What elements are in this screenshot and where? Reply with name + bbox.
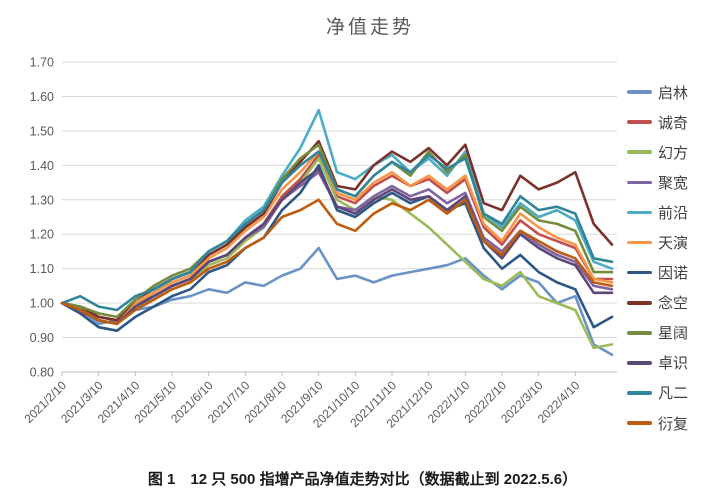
chart-legend: 启林诚奇幻方聚宽前沿天演因诺念空星阔卓识凡二衍复: [627, 77, 722, 438]
legend-label: 卓识: [658, 355, 689, 373]
legend-label: 念空: [658, 295, 689, 313]
legend-item-诚奇: 诚奇: [627, 107, 722, 137]
legend-color-swatch: [627, 421, 652, 425]
series-line-前沿: [60, 108, 614, 322]
legend-color-swatch: [627, 150, 652, 155]
legend-item-因诺: 因诺: [627, 258, 722, 288]
legend-item-凡二: 凡二: [627, 378, 722, 408]
legend-color-swatch: [627, 300, 652, 305]
legend-color-swatch: [627, 270, 652, 275]
y-axis-tick-label: 1.30: [30, 193, 54, 207]
legend-label: 因诺: [658, 265, 689, 283]
y-axis-tick-label: 1.20: [30, 228, 54, 242]
legend-color-swatch: [627, 361, 652, 365]
figure-caption: 图 1 12 只 500 指增产品净值走势对比（数据截止到 2022.5.6）: [147, 471, 578, 488]
legend-label: 启林: [658, 84, 689, 102]
y-axis-tick-label: 1.60: [30, 90, 54, 104]
legend-item-幻方: 幻方: [627, 137, 722, 167]
y-axis-tick-label: 0.90: [30, 331, 54, 345]
legend-item-星阔: 星阔: [627, 318, 722, 348]
y-axis-tick-label: 1.40: [30, 159, 54, 173]
legend-item-启林: 启林: [627, 77, 722, 107]
legend-color-swatch: [627, 90, 652, 94]
legend-label: 天演: [658, 235, 689, 253]
legend-color-swatch: [627, 210, 652, 215]
legend-color-swatch: [627, 331, 652, 335]
legend-item-聚宽: 聚宽: [627, 167, 722, 197]
legend-label: 聚宽: [658, 174, 689, 192]
legend-item-卓识: 卓识: [627, 348, 722, 378]
legend-color-swatch: [627, 180, 652, 185]
legend-label: 星阔: [658, 325, 689, 343]
series-line-卓识: [60, 167, 614, 326]
legend-item-天演: 天演: [627, 227, 722, 257]
legend-item-念空: 念空: [627, 288, 722, 318]
series-line-凡二: [60, 150, 614, 312]
legend-item-衍复: 衍复: [627, 408, 722, 438]
legend-color-swatch: [627, 240, 652, 245]
legend-color-swatch: [627, 391, 652, 395]
y-axis-tick-label: 1.00: [30, 297, 54, 311]
series-line-衍复: [60, 198, 614, 326]
legend-label: 前沿: [658, 204, 689, 222]
legend-label: 凡二: [658, 385, 689, 403]
legend-item-前沿: 前沿: [627, 197, 722, 227]
series-line-因诺: [60, 164, 614, 333]
y-axis-tick-label: 1.70: [30, 56, 54, 70]
legend-label: 幻方: [658, 144, 689, 162]
y-axis-tick-label: 0.80: [30, 366, 54, 380]
legend-label: 衍复: [658, 415, 689, 433]
legend-color-swatch: [627, 120, 652, 124]
series-line-天演: [60, 150, 614, 322]
legend-label: 诚奇: [658, 114, 689, 132]
y-axis-tick-label: 1.10: [30, 262, 54, 276]
chart-title: 净值走势: [325, 17, 414, 38]
y-axis-tick-label: 1.50: [30, 124, 54, 138]
